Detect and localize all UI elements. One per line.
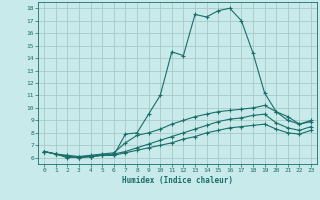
X-axis label: Humidex (Indice chaleur): Humidex (Indice chaleur) — [122, 176, 233, 185]
